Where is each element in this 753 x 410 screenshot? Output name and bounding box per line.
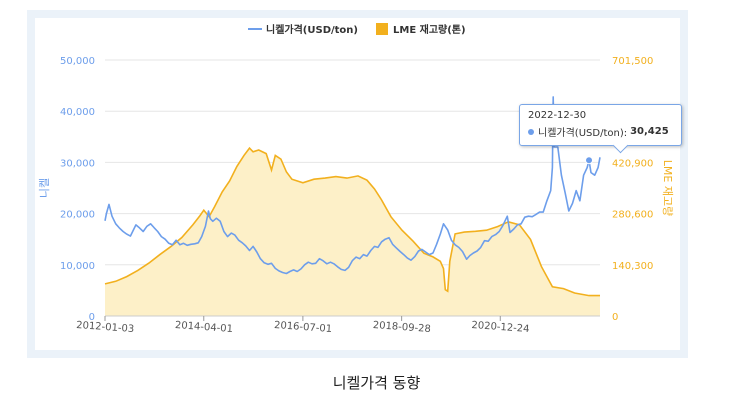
tooltip-value: 30,425 [630,126,669,137]
right-tick-label: 0 [612,312,618,323]
tooltip-row: 니켈가격(USD/ton): 30,425 [528,124,673,139]
figure-caption: 니켈가격 동향 [332,374,421,392]
left-tick-label: 20,000 [60,210,95,221]
x-tick-label: 2012-01-03 [76,320,135,335]
right-tick-label: 420,900 [612,158,653,169]
data-tooltip: 2022-12-30 니켈가격(USD/ton): 30,425 [519,104,682,146]
right-axis-title: LME 재고량 [661,160,674,216]
inventory-area-fill [105,148,600,316]
left-tick-label: 10,000 [60,261,95,272]
tooltip-date: 2022-12-30 [528,110,587,121]
left-tick-label: 40,000 [60,107,95,118]
legend: 니켈가격(USD/ton) LME 재고량(톤) [248,23,466,36]
right-tick-label: 280,600 [612,210,653,221]
x-tick-label: 2016-07-01 [274,320,333,335]
right-tick-label: 140,300 [612,261,653,272]
tooltip-series-marker [528,128,534,135]
x-tick-label: 2018-09-28 [372,320,431,335]
left-axis-title: 니켈 [38,178,51,198]
legend-inventory-swatch [376,23,388,35]
legend-inventory-label: LME 재고량(톤) [393,23,466,36]
legend-price-label: 니켈가격(USD/ton) [266,23,358,36]
x-tick-label: 2014-04-01 [175,320,234,335]
price-line-layer [104,96,601,275]
left-tick-label: 30,000 [60,158,95,169]
left-tick-label: 50,000 [60,56,95,67]
left-tick-label: 0 [89,312,95,323]
axes: 0 10,000 20,000 30,000 40,000 50,000 0 140,300 2… [38,56,674,335]
highlighted-point [585,156,594,165]
inventory-area-layer [104,146,600,316]
price-series-line [104,96,601,275]
inventory-series-line [104,146,600,297]
right-tick-label: 701,500 [612,56,653,67]
tooltip-series-name: 니켈가격(USD/ton): [538,128,628,139]
x-tick-label: 2020-12-24 [471,320,530,335]
